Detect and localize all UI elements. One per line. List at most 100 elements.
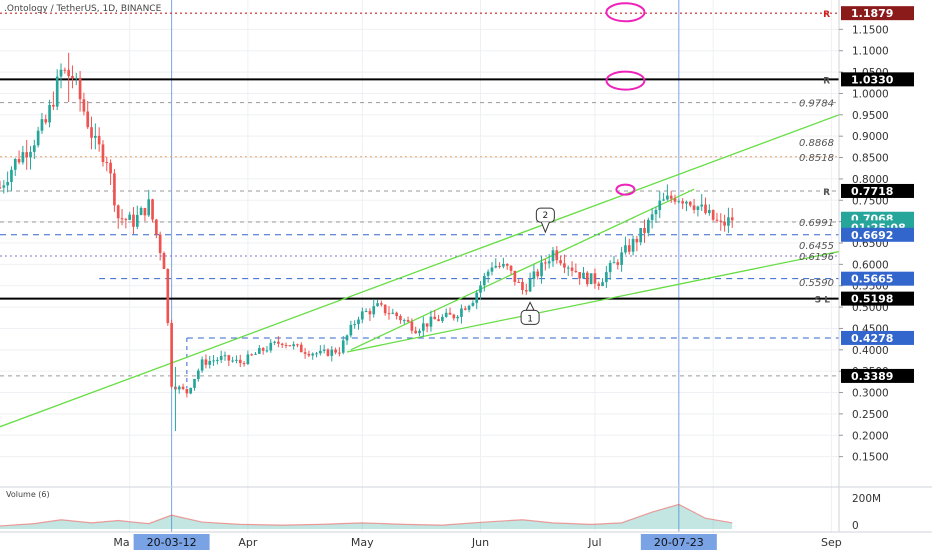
price-axis[interactable]: [839, 0, 932, 532]
volume-axis: 200M 0: [852, 493, 881, 532]
candle-body: [494, 265, 498, 268]
candle-body: [376, 303, 379, 307]
trendline: [0, 114, 839, 428]
candle-body: [662, 199, 665, 201]
candle-body: [296, 344, 299, 346]
candle-body: [303, 352, 307, 354]
candle-body: [292, 344, 295, 347]
selected-date-bg: [640, 534, 717, 550]
candle-body: [269, 342, 273, 351]
price-badge-label: 1.1879: [851, 7, 893, 20]
candle-body: [6, 181, 9, 186]
candle-body: [700, 204, 704, 207]
candle-body: [219, 356, 223, 360]
candle-body: [593, 273, 597, 284]
candle-body: [448, 312, 452, 315]
candle-body: [223, 355, 227, 357]
candle-body: [166, 269, 170, 323]
candle-body: [155, 219, 158, 235]
y-tick-label: 0.8500: [852, 153, 889, 165]
candle-body: [90, 127, 93, 138]
y-tick-label: 0.6000: [852, 259, 889, 271]
candle-body: [261, 348, 265, 351]
candle-body: [414, 330, 418, 334]
candle-body: [311, 353, 315, 356]
candle-body: [196, 370, 200, 379]
candle-body: [433, 316, 437, 320]
candle-body: [463, 308, 467, 310]
trendline: [350, 188, 695, 351]
candle-body: [532, 271, 536, 280]
volume-line: [0, 503, 733, 527]
candle-body: [715, 219, 719, 221]
candle-body: [696, 206, 700, 210]
candle-body: [723, 221, 726, 226]
candle-body: [708, 210, 711, 214]
candle-body: [284, 344, 288, 346]
candle-body: [193, 378, 196, 388]
candle-body: [681, 201, 684, 204]
price-badge-bg: [841, 183, 914, 198]
candle-body: [185, 388, 189, 394]
candle-body: [437, 319, 440, 321]
level-tag: R: [823, 188, 830, 198]
candle-body: [334, 349, 337, 353]
candle-body: [97, 135, 101, 145]
level-label: 0.5590: [799, 278, 834, 289]
highlight-marker: [615, 183, 636, 196]
candle-body: [658, 200, 662, 211]
candle-body: [608, 262, 612, 273]
candle-body: [86, 111, 90, 128]
markers: [605, 2, 646, 196]
candle-body: [227, 355, 231, 361]
candle-body: [509, 265, 513, 271]
candle-body: [349, 324, 353, 336]
y-tick-label: 0.4000: [852, 345, 889, 357]
candle-body: [44, 119, 48, 123]
price-badge-label: 0.4278: [851, 332, 893, 345]
selected-date-badge: 20-03-12: [133, 534, 210, 550]
candle-body: [406, 320, 410, 322]
price-badge: 0.5665: [841, 271, 914, 286]
candle-body: [360, 311, 364, 320]
y-tick-label: 0.2000: [852, 430, 889, 442]
price-badge-label: 0.6692: [851, 229, 893, 242]
candle-body: [204, 359, 208, 365]
candle-body: [578, 272, 582, 279]
y-tick-label: 0.9500: [852, 110, 889, 122]
volume-indicator-label: Volume (6): [6, 490, 50, 499]
x-tick-label: Jun: [471, 536, 489, 549]
candle-body: [52, 104, 55, 107]
candle-body: [502, 264, 505, 267]
price-badge-label: 0.5198: [851, 293, 893, 306]
candle-body: [189, 387, 193, 394]
callout-2: 2: [535, 207, 555, 234]
horizontal-levels: [0, 12, 839, 389]
selected-date-badge: 20-07-23: [640, 534, 717, 550]
candle-body: [582, 272, 585, 279]
candle-body: [521, 282, 524, 291]
price-badge: 0.5198: [841, 291, 914, 306]
price-badge: 1.0330: [841, 72, 914, 87]
candle-body: [452, 314, 456, 319]
candle-body: [315, 353, 318, 355]
candle-body: [36, 130, 40, 146]
x-tick-label: Sep: [821, 536, 842, 549]
candle-body: [254, 353, 257, 355]
candle-body: [105, 162, 109, 164]
candle-body: [212, 360, 215, 362]
candle-body: [29, 151, 32, 158]
candle-body: [383, 304, 387, 314]
candle-body: [425, 323, 429, 327]
candle-body: [570, 267, 574, 271]
y-tick-label: 1.0000: [852, 88, 889, 100]
candle-body: [559, 260, 562, 264]
callout-pointer: [540, 221, 550, 234]
candle-body: [71, 76, 74, 79]
candle-body: [32, 145, 36, 152]
candle-body: [170, 322, 173, 387]
candle-body: [246, 354, 250, 365]
